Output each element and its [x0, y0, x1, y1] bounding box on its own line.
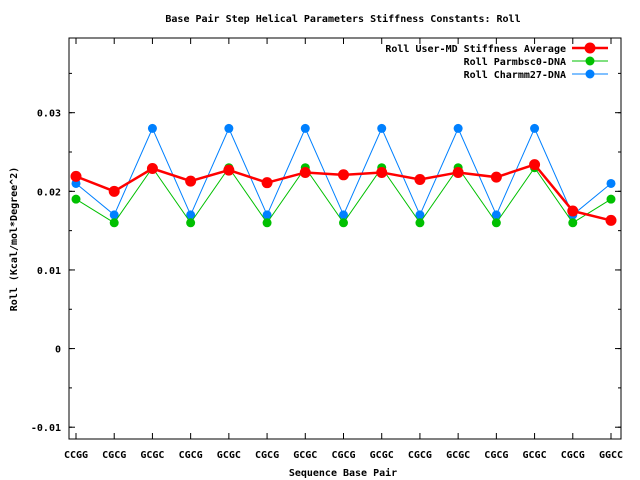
x-tick-label: CGCG — [561, 450, 585, 461]
data-point — [185, 175, 197, 187]
data-point — [146, 163, 158, 175]
x-tick-label: CGCG — [255, 450, 279, 461]
data-point — [70, 170, 82, 182]
data-point — [491, 210, 501, 220]
data-point — [567, 205, 579, 217]
data-point — [529, 159, 541, 171]
x-tick-label: CGCG — [331, 450, 355, 461]
data-point — [299, 166, 311, 178]
x-tick-label: GCGC — [140, 450, 164, 461]
data-point — [186, 210, 196, 220]
x-axis-label: Sequence Base Pair — [289, 467, 397, 479]
x-tick-label: GCGC — [523, 450, 547, 461]
data-point — [415, 218, 425, 228]
y-tick-label: 0.02 — [37, 187, 61, 198]
data-point — [108, 185, 120, 197]
series-0 — [70, 159, 617, 226]
data-point — [490, 171, 502, 183]
data-point — [300, 123, 310, 133]
x-tick-label: GCGC — [217, 450, 241, 461]
x-tick-label: CGCG — [179, 450, 203, 461]
data-point — [262, 210, 272, 220]
legend-swatch-marker — [585, 56, 595, 66]
data-point — [605, 214, 617, 226]
data-point — [491, 218, 501, 228]
x-tick-label: CCGG — [64, 450, 88, 461]
x-tick-label: GCGC — [446, 450, 470, 461]
y-tick-label: 0 — [55, 345, 61, 356]
data-point — [376, 166, 388, 178]
data-point — [223, 164, 235, 176]
legend-label: Roll Charmm27-DNA — [464, 70, 566, 81]
data-point — [377, 123, 387, 133]
data-point — [606, 194, 616, 204]
x-tick-label: GCGC — [370, 450, 394, 461]
y-tick-label: 0.03 — [37, 109, 61, 120]
data-point — [109, 210, 119, 220]
legend-swatch-marker — [584, 42, 596, 54]
x-tick-label: GGCC — [599, 450, 623, 461]
x-tick-label: CGCG — [102, 450, 126, 461]
data-point — [261, 177, 273, 189]
legend-swatch-marker — [585, 69, 595, 79]
data-point — [186, 218, 196, 228]
data-point — [339, 210, 348, 220]
data-point — [147, 123, 157, 133]
data-point — [452, 166, 464, 178]
y-tick-label: -0.01 — [31, 423, 61, 434]
y-axis-label: Roll (Kcal/mol*Degree^2) — [9, 167, 20, 312]
data-point — [414, 174, 426, 186]
data-point — [262, 218, 272, 228]
data-point — [568, 218, 578, 228]
data-point — [339, 218, 348, 228]
data-point — [71, 194, 81, 204]
data-point — [453, 123, 463, 133]
chart-title: Base Pair Step Helical Parameters Stiffn… — [165, 13, 520, 25]
data-point — [224, 123, 234, 133]
y-tick-label: 0.01 — [37, 266, 61, 277]
x-tick-label: GCGC — [293, 450, 317, 461]
x-tick-label: CGCG — [484, 450, 508, 461]
data-point — [530, 123, 540, 133]
legend-label: Roll Parmbsc0-DNA — [464, 57, 566, 68]
legend-label: Roll User-MD Stiffness Average — [385, 43, 566, 55]
data-point — [109, 218, 119, 228]
data-point — [415, 210, 425, 220]
data-point — [606, 178, 616, 188]
plot-frame — [68, 37, 622, 440]
x-tick-label: CGCG — [408, 450, 432, 461]
data-point — [338, 169, 349, 181]
